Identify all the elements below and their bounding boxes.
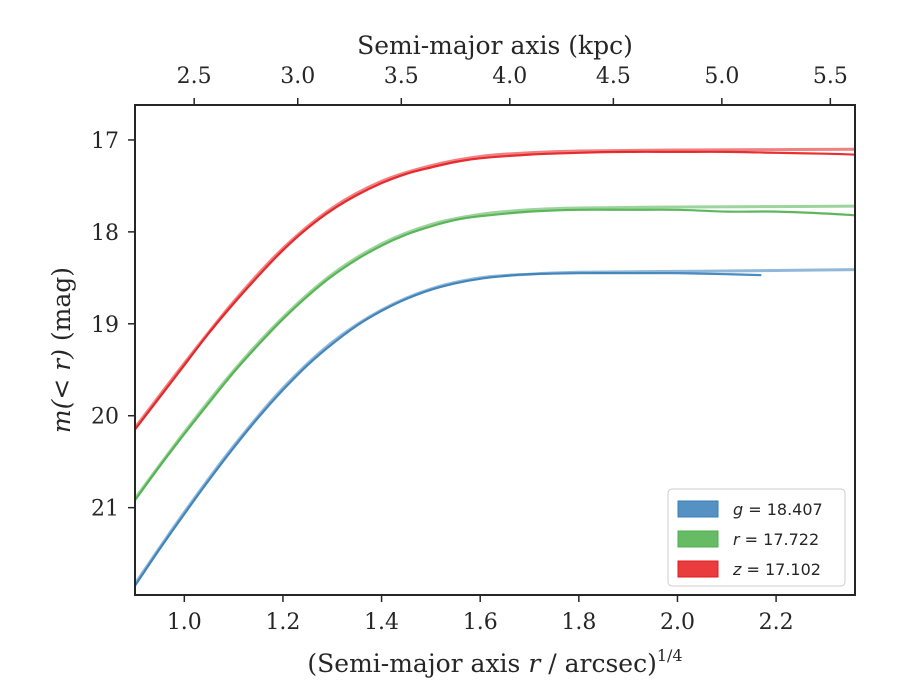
x-axis-title: (Semi-major axis r / arcsec)1/4 [307, 646, 682, 678]
series-r-line [135, 208, 855, 501]
x-axis-title-var: r [528, 649, 542, 678]
plot-frame [134, 104, 856, 596]
y-tick-label: 19 [91, 313, 119, 338]
legend-swatch-r [677, 530, 719, 548]
legend-label-r: r = 17.722 [733, 530, 819, 549]
series-lines [135, 147, 855, 587]
legend-label-z: z = 17.102 [732, 560, 821, 579]
series-z-line [135, 150, 855, 431]
top-x-tick-label: 2.5 [177, 64, 212, 89]
top-x-tick-label: 4.0 [492, 64, 527, 89]
legend-var: g [733, 500, 743, 519]
y-tick-label: 17 [91, 129, 119, 154]
legend-var: r [733, 530, 741, 549]
x-axis-title-suffix: / arcsec) [540, 649, 657, 678]
legend-value: = 17.102 [741, 560, 821, 579]
x-tick-label: 2.2 [759, 610, 794, 635]
legend-label-g: g = 18.407 [733, 500, 823, 519]
top-x-tick-label: 5.5 [813, 64, 848, 89]
x-tick-label: 1.4 [364, 610, 399, 635]
top-x-axis-title: Semi-major axis (kpc) [357, 31, 633, 60]
series-z-model-line [135, 147, 855, 429]
legend-swatch-z [677, 560, 719, 578]
y-tick-label: 21 [91, 497, 119, 522]
x-tick-label: 1.6 [463, 610, 498, 635]
top-x-ticks: 2.5 3.0 3.5 4.0 4.5 5.0 5.5 [177, 64, 848, 105]
y-ticks: 17 18 19 20 21 [91, 129, 135, 522]
x-tick-label: 2.0 [660, 610, 695, 635]
x-axis-title-sup: 1/4 [657, 646, 683, 665]
y-axis-title-func: m(< r) [47, 349, 76, 433]
bottom-x-ticks: 1.0 1.2 1.4 1.6 1.8 2.0 2.2 [167, 595, 794, 635]
top-x-tick-label: 4.5 [596, 64, 631, 89]
y-axis-title: m(< r) (mag) [47, 267, 76, 433]
legend-value: = 17.722 [740, 530, 820, 549]
series-r-model-line [135, 204, 855, 500]
x-axis-title-prefix: (Semi-major axis [307, 649, 528, 678]
x-tick-label: 1.0 [167, 610, 202, 635]
legend-swatch-g [677, 500, 719, 518]
legend-var: z [732, 560, 742, 579]
y-tick-label: 20 [91, 405, 119, 430]
x-tick-label: 1.8 [561, 610, 596, 635]
y-axis-title-unit: (mag) [47, 267, 76, 349]
x-tick-label: 1.2 [265, 610, 300, 635]
top-x-tick-label: 3.5 [384, 64, 419, 89]
top-x-tick-label: 3.0 [280, 64, 315, 89]
series-g-line [135, 272, 762, 587]
y-tick-label: 18 [91, 221, 119, 246]
top-x-tick-label: 5.0 [704, 64, 739, 89]
legend-value: = 18.407 [743, 500, 823, 519]
